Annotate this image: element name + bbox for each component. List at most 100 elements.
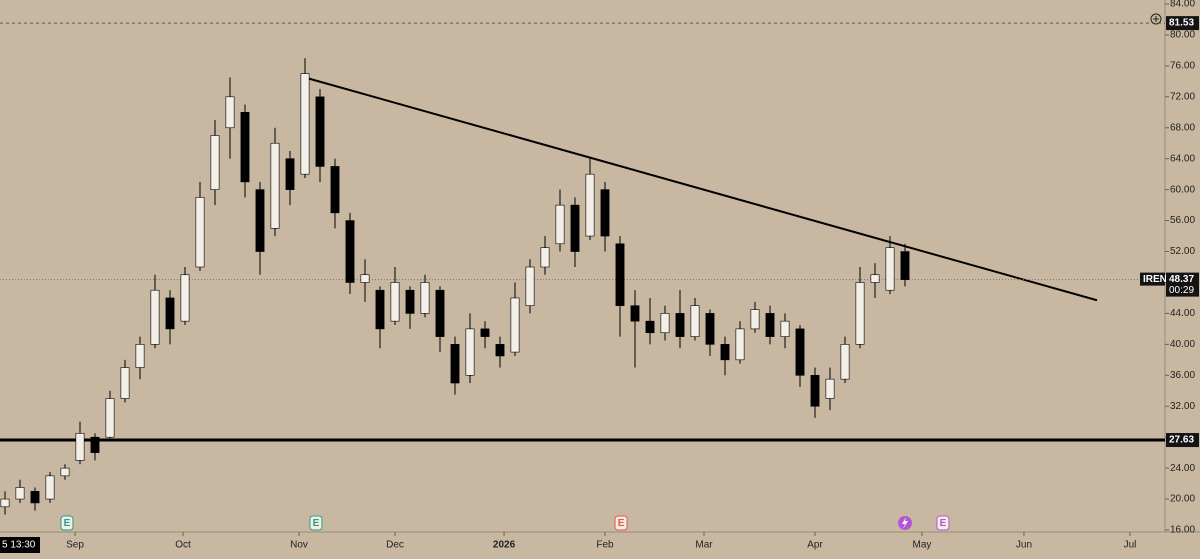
x-tick-label: Mar [695,540,713,551]
candle-body [720,344,730,361]
candle-body [855,282,865,345]
candle-body [360,274,370,283]
candle-body [780,320,790,337]
candle-body [165,297,175,330]
candle-body [525,266,535,306]
y-tick-label: 64.00 [1170,153,1195,164]
candle-body [285,158,295,190]
candle-body [480,328,490,337]
y-tick-label: 44.00 [1170,308,1195,319]
x-tick-label: Oct [175,540,191,551]
y-tick-label: 60.00 [1170,184,1195,195]
x-tick-label: Apr [807,540,823,551]
y-tick-label: 16.00 [1170,525,1195,536]
y-tick-label: 76.00 [1170,61,1195,72]
symbol-label: IREN [1143,274,1167,285]
candle-body [120,367,130,399]
candle-body [630,305,640,322]
y-tick-label: 68.00 [1170,122,1195,133]
price-tag-label: 27.63 [1169,435,1194,446]
x-tick-label: Jun [1016,540,1032,551]
event-label: E [313,518,320,529]
candle-body [225,96,235,129]
candle-body [330,166,340,214]
x-tick-label: Nov [290,540,308,551]
crosshair-time: 5 13:30 [2,540,36,551]
candle-body [465,328,475,376]
alert-icon[interactable] [1150,13,1162,25]
y-tick-label: 52.00 [1170,246,1195,257]
y-tick-label: 56.00 [1170,215,1195,226]
x-tick-label: Sep [66,540,84,551]
event-badge[interactable] [936,515,950,531]
candle-body [210,135,220,190]
candle-body [825,378,835,399]
candle-body [795,328,805,376]
last-price-tag [1166,272,1199,297]
candle-body [735,328,745,361]
dividend-icon[interactable] [898,516,912,530]
candle-body [300,73,310,175]
candle-body [195,197,205,268]
candle-body [660,313,670,334]
price-tag-label: 81.53 [1169,18,1194,29]
y-tick-label: 72.00 [1170,91,1195,102]
candle-body [540,247,550,268]
candle-body [60,467,70,477]
candle-body [420,282,430,314]
candle-body [750,309,760,330]
candle-body [600,189,610,237]
x-tick-label: Feb [596,540,614,551]
candle-body [705,313,715,345]
candle-body [345,220,355,283]
y-tick-label: 36.00 [1170,370,1195,381]
candle-body [180,274,190,322]
y-tick-label: 80.00 [1170,30,1195,41]
y-tick-label: 84.00 [1170,0,1195,10]
candle-body [885,247,895,291]
candle-body [435,289,445,337]
x-tick-label: Jul [1124,540,1137,551]
candle-body [450,344,460,384]
x-tick-label: May [912,540,931,551]
candle-body [690,305,700,337]
candle-body [570,204,580,252]
candle-body [645,320,655,334]
candle-body [240,111,250,183]
candle-body [870,274,880,283]
candle-body [405,289,415,314]
candle-body [45,475,55,500]
event-label: E [618,518,625,529]
candle-body [840,344,850,380]
candle-body [255,189,265,252]
candle-body [675,313,685,337]
countdown: 00:29 [1169,285,1194,296]
y-tick-label: 20.00 [1170,494,1195,505]
price-tag [1166,433,1199,448]
x-tick-label: 2026 [493,540,516,551]
candle-body [150,289,160,345]
trendline [304,76,1098,302]
candle-body [315,96,325,167]
candle-body [270,142,280,229]
candle-body [900,251,910,280]
candle-body [15,487,25,500]
last-price-label: 48.37 [1169,274,1194,285]
candle-body [765,313,775,337]
candle-body [510,297,520,353]
candle-body [555,204,565,245]
candle-body [0,498,10,508]
y-tick-label: 24.00 [1170,463,1195,474]
candle-body [105,398,115,438]
event-badge[interactable] [60,515,74,531]
event-badge[interactable] [614,515,628,531]
event-label: E [940,518,947,529]
candle-body [30,491,40,504]
candle-body [375,289,385,330]
event-label: E [64,518,71,529]
price-tag [1166,16,1199,31]
add-alert[interactable] [1150,13,1162,25]
candle-body [390,282,400,322]
event-badge[interactable] [309,515,323,531]
